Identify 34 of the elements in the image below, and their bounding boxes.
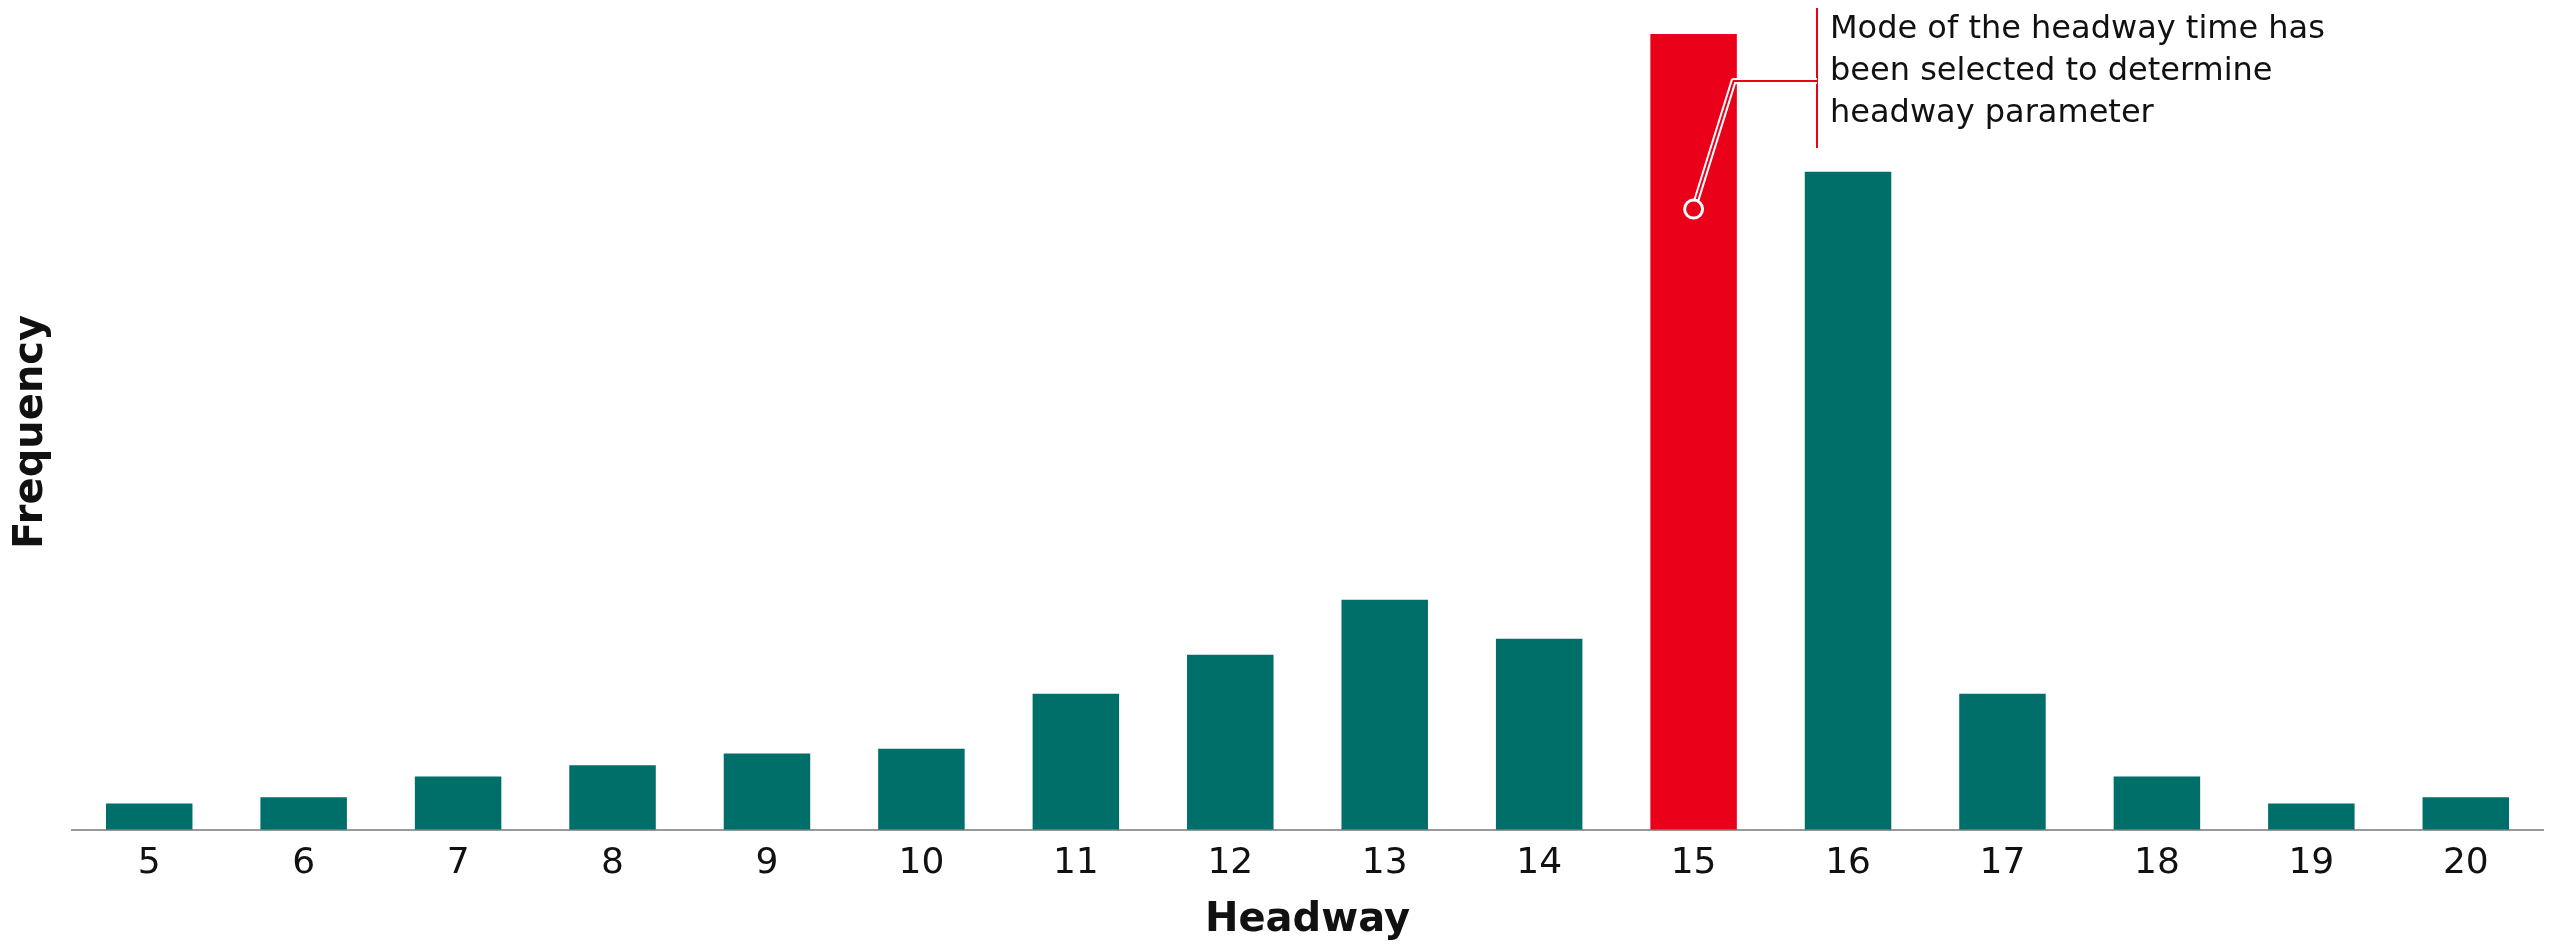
x-tick-label: 11 bbox=[1052, 839, 1099, 881]
bar bbox=[1959, 693, 2046, 830]
x-tick-label: 8 bbox=[601, 839, 624, 881]
bar bbox=[2268, 803, 2355, 830]
x-tick-label: 6 bbox=[292, 839, 316, 881]
x-tick-label: 19 bbox=[2288, 839, 2335, 881]
bar bbox=[260, 797, 347, 830]
x-tick-label: 7 bbox=[446, 839, 470, 881]
bar bbox=[1495, 638, 1583, 830]
bar bbox=[2113, 776, 2201, 830]
bar bbox=[2422, 797, 2510, 830]
bar bbox=[414, 776, 502, 830]
x-tick-label: 9 bbox=[755, 839, 779, 881]
bar bbox=[878, 748, 965, 830]
x-tick-label: 16 bbox=[1825, 839, 1871, 881]
bar bbox=[105, 803, 193, 830]
x-tick-label: 13 bbox=[1361, 839, 1408, 881]
x-tick-label: 20 bbox=[2442, 839, 2489, 881]
x-tick-label: 18 bbox=[2134, 839, 2180, 881]
x-axis-title: Headway bbox=[1204, 894, 1411, 941]
x-tick-label: 5 bbox=[137, 839, 161, 881]
x-tick-label: 12 bbox=[1207, 839, 1254, 881]
bar bbox=[1804, 171, 1892, 830]
x-tick-label: 10 bbox=[898, 839, 945, 881]
bar bbox=[1032, 693, 1120, 830]
y-axis-title: Frequency bbox=[5, 314, 52, 549]
x-tick-label: 15 bbox=[1670, 839, 1717, 881]
bar bbox=[1341, 599, 1428, 830]
x-tick-label: 14 bbox=[1516, 839, 1563, 881]
bar bbox=[569, 765, 656, 830]
bar bbox=[723, 753, 811, 830]
x-tick-label: 17 bbox=[1979, 839, 2026, 881]
bar bbox=[1187, 654, 1274, 830]
annotation: Mode of the headway time has been selected to determine headway parameter bbox=[1830, 8, 2325, 131]
